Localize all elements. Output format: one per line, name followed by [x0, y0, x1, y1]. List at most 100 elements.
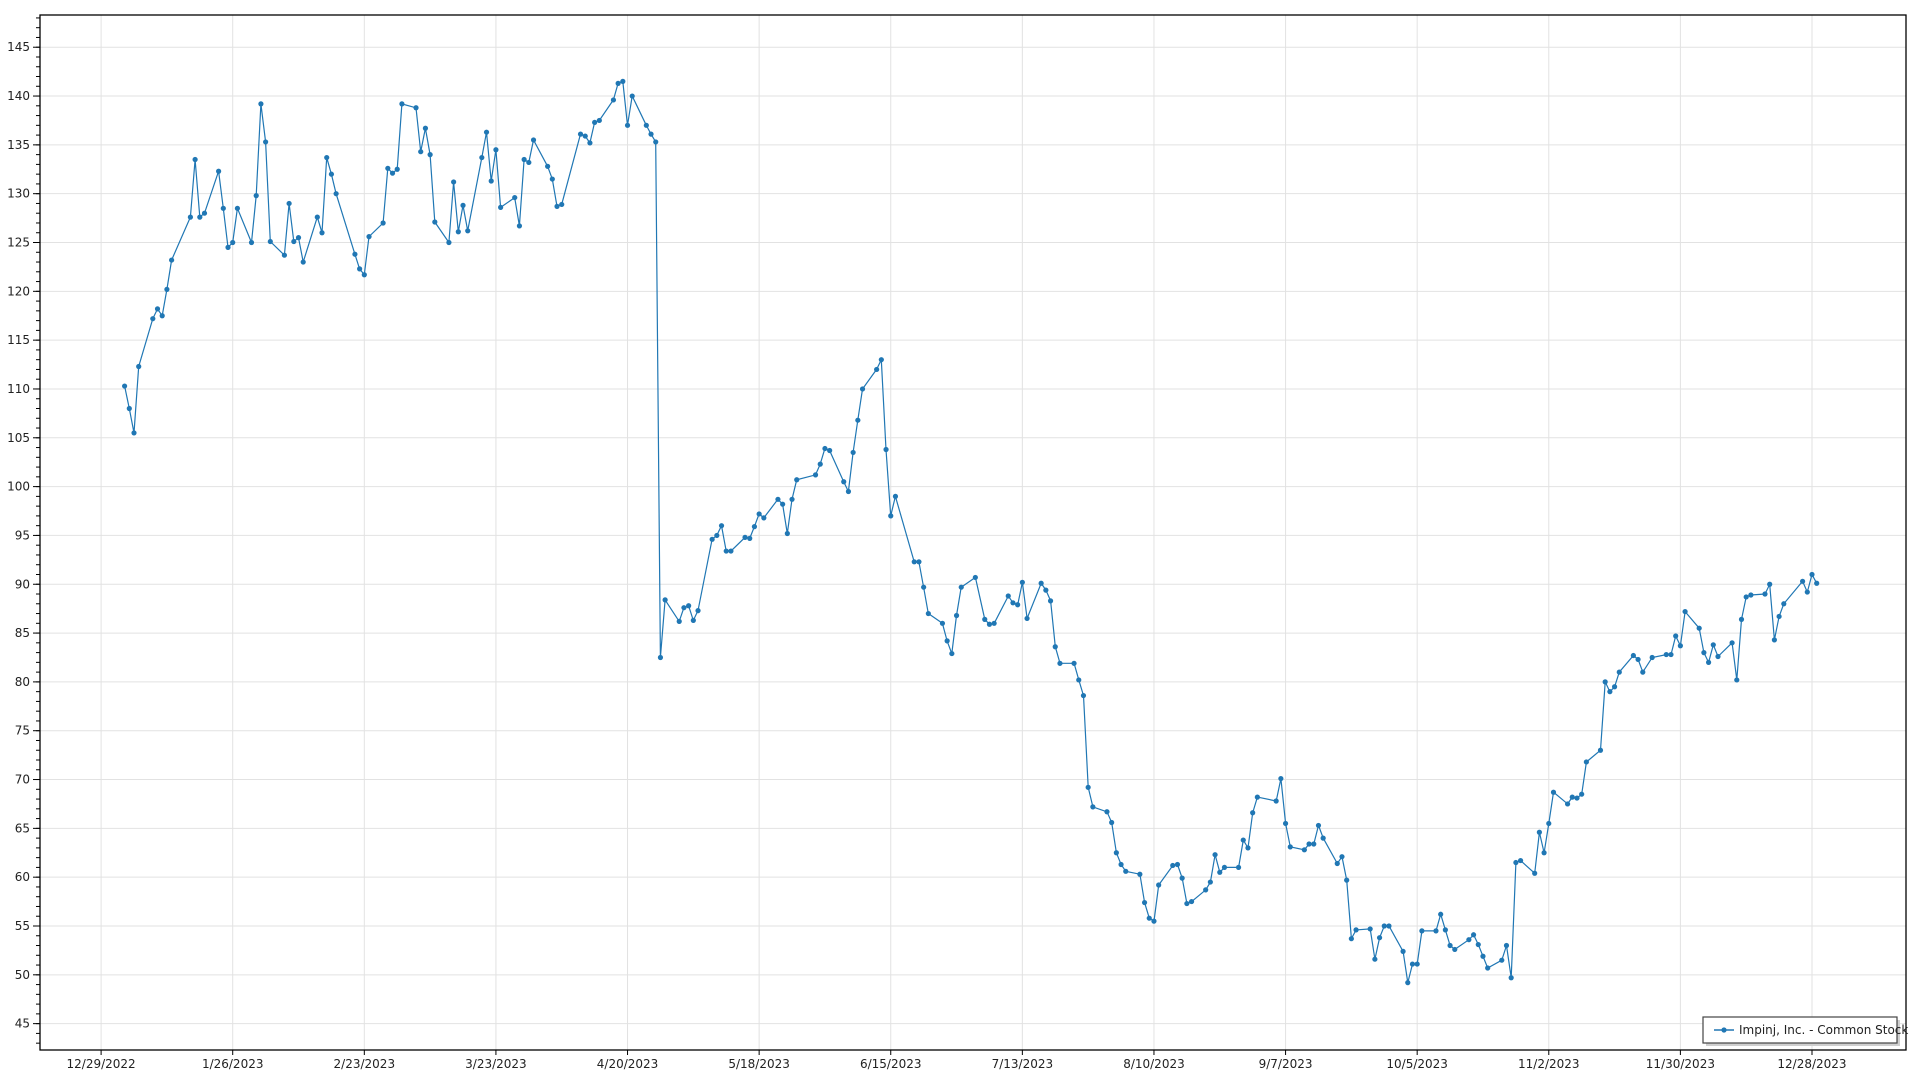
data-point	[1541, 850, 1547, 856]
y-tick-label: 110	[7, 382, 30, 396]
x-tick-label: 12/28/2023	[1777, 1057, 1846, 1071]
data-point	[1513, 859, 1519, 866]
data-point	[1005, 593, 1011, 599]
data-point	[1151, 918, 1157, 924]
data-point	[1738, 616, 1745, 623]
data-point	[394, 166, 400, 172]
data-point	[620, 78, 626, 84]
y-tick-label: 70	[15, 773, 30, 787]
data-point	[1400, 948, 1406, 954]
data-point	[1447, 942, 1453, 949]
data-point	[1438, 911, 1444, 917]
data-point	[1409, 961, 1416, 967]
data-point	[333, 191, 339, 197]
data-point	[718, 523, 725, 529]
data-point	[187, 214, 194, 220]
data-point	[357, 266, 363, 272]
x-tick-label: 5/18/2023	[728, 1057, 790, 1071]
data-point	[747, 535, 753, 541]
data-point	[1715, 653, 1721, 660]
data-point	[267, 238, 273, 245]
data-point	[1334, 860, 1340, 867]
data-point	[690, 617, 696, 623]
data-point	[1184, 900, 1190, 907]
data-point	[1047, 598, 1054, 604]
data-point	[164, 286, 170, 292]
data-point	[169, 257, 175, 263]
data-point	[939, 620, 946, 626]
data-point	[1038, 580, 1044, 586]
data-point	[676, 618, 682, 624]
data-point	[859, 386, 866, 392]
x-axis: 12/29/2022 1/26/2023 2/23/2023 3/23/2023 4/2…	[67, 1050, 1847, 1071]
data-point	[122, 383, 128, 389]
data-point	[916, 559, 922, 565]
data-point	[756, 511, 762, 517]
data-point	[422, 125, 429, 131]
data-point	[629, 93, 635, 99]
y-tick-label: 90	[15, 577, 30, 591]
data-point	[1696, 625, 1702, 631]
data-point	[1381, 923, 1387, 929]
data-point	[352, 251, 358, 257]
data-point	[286, 200, 292, 207]
data-point	[911, 559, 917, 565]
y-tick-label: 95	[15, 528, 30, 542]
data-point	[577, 131, 584, 137]
data-point	[413, 105, 419, 111]
x-tick-label: 3/23/2023	[465, 1057, 527, 1071]
data-point	[709, 536, 715, 542]
data-point	[1118, 861, 1124, 868]
data-point	[845, 488, 852, 495]
data-point	[1301, 847, 1307, 853]
data-point	[192, 156, 198, 163]
data-point	[126, 405, 132, 412]
data-point	[1673, 633, 1679, 639]
data-point	[483, 129, 490, 135]
data-point	[328, 171, 335, 177]
data-point	[925, 610, 931, 617]
data-point	[234, 205, 241, 211]
data-point	[624, 122, 631, 128]
data-point	[1767, 581, 1773, 587]
data-point	[892, 493, 899, 499]
data-point	[1090, 804, 1096, 810]
data-point	[958, 584, 964, 590]
data-point	[460, 202, 466, 209]
data-point	[1607, 689, 1613, 695]
y-tick-label: 75	[15, 724, 30, 738]
data-point	[385, 165, 391, 171]
data-point	[681, 605, 687, 611]
data-point	[399, 101, 405, 107]
data-point	[1203, 887, 1209, 893]
y-tick-label: 130	[7, 187, 30, 201]
data-point	[479, 154, 485, 161]
data-point	[723, 548, 729, 554]
data-point	[1804, 589, 1810, 595]
data-point	[380, 220, 386, 226]
x-tick-label: 9/7/2023	[1259, 1057, 1313, 1071]
data-point	[1480, 953, 1486, 959]
data-point	[220, 205, 226, 211]
x-tick-label: 1/26/2023	[202, 1057, 264, 1071]
data-point	[742, 534, 748, 540]
data-point	[878, 357, 884, 363]
data-point	[1174, 861, 1181, 868]
data-point	[493, 147, 499, 153]
data-point	[253, 193, 259, 199]
data-point	[888, 513, 894, 519]
data-point	[1010, 600, 1016, 606]
y-tick-label: 145	[7, 40, 30, 54]
data-point	[949, 650, 955, 657]
data-point	[1339, 854, 1345, 860]
data-point	[1729, 640, 1735, 646]
x-tick-label: 11/30/2023	[1646, 1057, 1715, 1071]
data-point	[827, 447, 833, 454]
x-tick-label: 4/20/2023	[597, 1057, 659, 1071]
data-point	[1376, 935, 1383, 941]
data-point	[1579, 791, 1585, 797]
data-point	[451, 179, 457, 185]
data-point	[136, 363, 142, 370]
data-point	[1080, 692, 1087, 699]
data-point	[1405, 980, 1411, 986]
